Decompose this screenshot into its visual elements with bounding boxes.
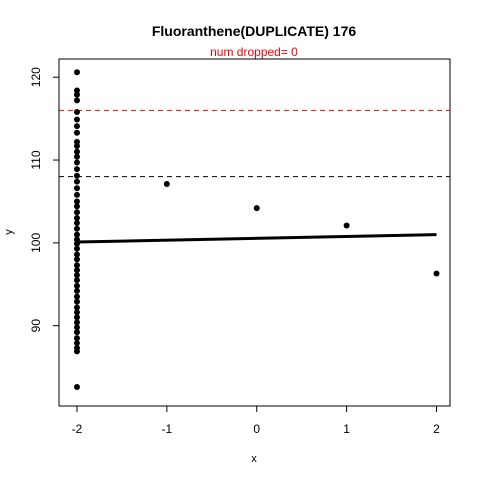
y-tick-label: 110 — [29, 150, 43, 169]
data-point — [73, 262, 80, 269]
data-point — [73, 138, 80, 145]
data-point — [73, 329, 80, 336]
y-tick-label: 100 — [29, 233, 43, 253]
data-point — [253, 205, 260, 212]
trend-line — [76, 233, 437, 244]
data-point — [73, 69, 80, 76]
data-point — [163, 181, 170, 188]
data-point — [73, 203, 80, 210]
data-point — [73, 245, 80, 252]
data-point — [73, 142, 80, 149]
data-point — [73, 109, 80, 116]
data-point — [73, 256, 80, 263]
data-point — [73, 277, 80, 284]
data-point — [73, 314, 80, 321]
data-point — [73, 123, 80, 130]
data-point — [433, 270, 440, 277]
data-point — [73, 172, 80, 179]
data-point — [73, 383, 80, 390]
data-point — [73, 97, 80, 104]
data-point — [73, 231, 80, 238]
data-point — [73, 267, 80, 274]
data-point — [73, 148, 80, 155]
data-point — [73, 129, 80, 136]
x-tick-label: 1 — [343, 422, 350, 436]
data-point — [73, 198, 80, 205]
data-point — [73, 298, 80, 305]
reference-lines — [59, 109, 450, 178]
x-axis: -2 -1 0 1 2 — [72, 405, 440, 436]
y-axis: 90 100 110 120 — [29, 67, 60, 333]
data-point — [73, 87, 80, 94]
data-point — [73, 191, 80, 198]
data-point — [73, 91, 80, 98]
y-axis-label: y — [3, 229, 15, 235]
data-points — [73, 69, 440, 390]
chart-subtitle: num dropped= 0 — [210, 45, 298, 59]
data-point — [73, 236, 80, 243]
plot-frame — [58, 58, 451, 407]
data-point — [73, 309, 80, 316]
data-point — [73, 335, 80, 342]
y-tick-label: 90 — [29, 319, 43, 333]
x-tick-label: 2 — [433, 422, 440, 436]
data-point — [73, 282, 80, 289]
chart-title: Fluoranthene(DUPLICATE) 176 — [152, 23, 357, 39]
y-tick-label: 120 — [29, 67, 43, 87]
data-point — [73, 159, 80, 166]
data-point — [73, 348, 80, 355]
data-point — [73, 324, 80, 331]
x-tick-label: -1 — [162, 422, 173, 436]
data-point — [73, 215, 80, 222]
data-point — [73, 178, 80, 185]
data-point — [73, 251, 80, 258]
data-point — [73, 340, 80, 347]
data-point — [73, 319, 80, 326]
trend-line-group — [76, 233, 437, 244]
data-point — [73, 304, 80, 311]
data-point — [73, 287, 80, 294]
x-axis-label: x — [251, 453, 257, 465]
data-point — [73, 272, 80, 279]
data-point — [73, 166, 80, 173]
data-point — [73, 293, 80, 300]
data-point — [73, 225, 80, 232]
x-tick-label: 0 — [253, 422, 260, 436]
data-point — [73, 153, 80, 160]
data-point — [73, 185, 80, 192]
data-point — [73, 116, 80, 123]
data-point — [73, 209, 80, 216]
x-tick-label: -2 — [72, 422, 83, 436]
data-point — [73, 240, 80, 247]
data-point — [73, 219, 80, 226]
data-point — [343, 222, 350, 229]
